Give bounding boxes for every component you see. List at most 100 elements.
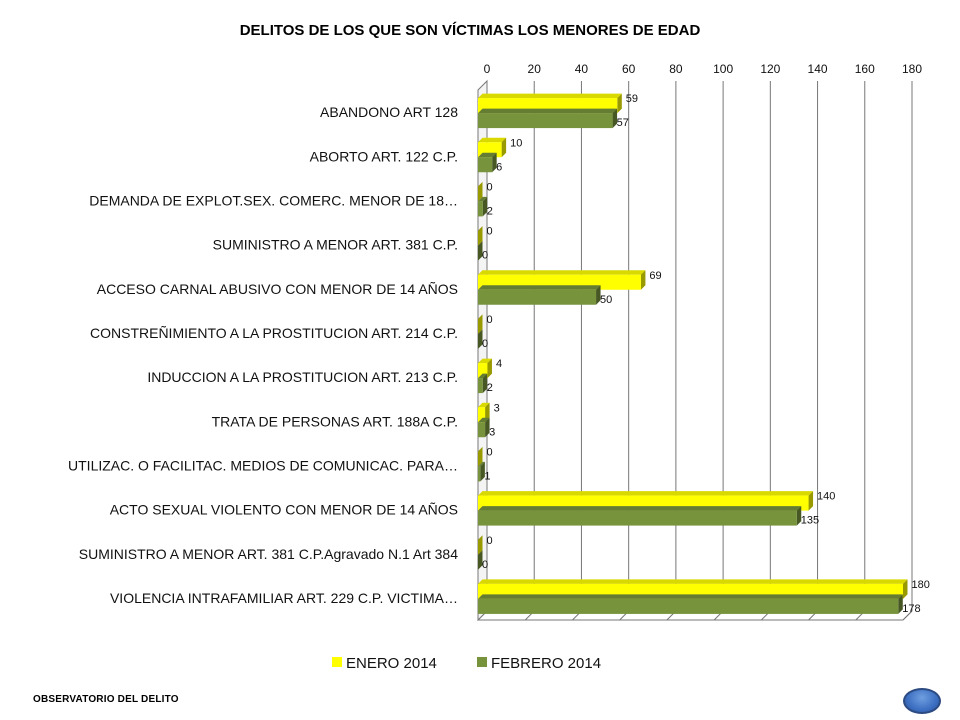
bar-febrero-end xyxy=(482,373,488,394)
bar-febrero xyxy=(478,466,481,482)
x-tick-label: 140 xyxy=(808,62,828,76)
bar-enero xyxy=(478,363,488,379)
bar-enero-end xyxy=(478,226,483,246)
floor-edge xyxy=(902,610,913,621)
data-label: 0 xyxy=(487,535,493,547)
chart-axes: 0 20 40 60 80 100 120 140 160 180 xyxy=(477,62,922,622)
bar-febrero-end xyxy=(478,550,483,570)
bar-enero xyxy=(478,407,486,423)
x-tick-label: 80 xyxy=(669,62,683,76)
data-label: 3 xyxy=(489,426,495,438)
bar-enero-top xyxy=(478,137,507,143)
bar-febrero xyxy=(478,289,597,305)
footer-label: OBSERVATORIO DEL DELITO xyxy=(33,694,179,705)
data-label: 178 xyxy=(902,603,920,615)
bar-enero-top xyxy=(478,402,490,408)
bar-enero-top xyxy=(478,270,646,275)
bar-enero-top xyxy=(478,358,492,364)
bar-febrero-top xyxy=(478,196,488,202)
bar-febrero-end xyxy=(492,152,497,173)
bar-febrero-end xyxy=(482,196,488,217)
bar-febrero-top xyxy=(478,461,485,467)
bar-febrero xyxy=(478,598,899,614)
data-label: 50 xyxy=(600,294,612,306)
data-label: 0 xyxy=(487,226,493,238)
x-tick-label: 0 xyxy=(484,62,491,76)
category-label: ABANDONO ART 128 xyxy=(320,104,458,120)
data-label: 0 xyxy=(487,314,493,326)
data-label: 69 xyxy=(649,270,661,282)
x-tick-label: 180 xyxy=(902,62,922,76)
bar-febrero-end xyxy=(898,594,903,614)
data-label: 57 xyxy=(617,117,629,129)
legend-label: ENERO 2014 xyxy=(346,655,437,672)
category-label: INDUCCION A LA PROSTITUCION ART. 213 C.P… xyxy=(147,369,458,385)
x-tick-label: 40 xyxy=(575,62,589,76)
bar-febrero-top xyxy=(478,152,497,158)
bar-enero-end xyxy=(478,181,483,202)
category-label: CONSTREÑIMIENTO A LA PROSTITUCION ART. 2… xyxy=(90,325,458,341)
bar-enero-end xyxy=(617,93,622,114)
legend: ENERO 2014 FEBRERO 2014 xyxy=(332,655,601,672)
x-tick-label: 20 xyxy=(528,62,542,76)
category-label: ACTO SEXUAL VIOLENTO CON MENOR DE 14 AÑO… xyxy=(110,502,458,518)
category-label: UTILIZAC. O FACILITAC. MEDIOS DE COMUNIC… xyxy=(68,457,458,473)
data-label: 0 xyxy=(487,181,493,193)
gridlines xyxy=(477,81,913,621)
bar-enero-end xyxy=(640,270,646,290)
data-label: 6 xyxy=(496,161,502,173)
bar-enero-end xyxy=(478,314,483,334)
data-label: 1 xyxy=(484,470,490,482)
chart-title: DELITOS DE LOS QUE SON VÍCTIMAS LOS MENO… xyxy=(239,22,701,39)
bar-febrero-end xyxy=(478,329,483,349)
data-label: 2 xyxy=(487,382,493,394)
bar-febrero xyxy=(478,201,483,217)
bar-enero-end xyxy=(478,446,483,467)
data-label: 0 xyxy=(482,559,488,571)
bar-febrero-end xyxy=(485,417,490,438)
category-label: SUMINISTRO A MENOR ART. 381 C.P. xyxy=(213,237,458,253)
data-label: 135 xyxy=(801,515,819,527)
x-tick-label: 120 xyxy=(760,62,780,76)
data-label: 3 xyxy=(494,402,500,414)
x-tick-label: 160 xyxy=(855,62,875,76)
category-label: ABORTO ART. 122 C.P. xyxy=(310,148,458,164)
bar-febrero-end xyxy=(796,506,802,526)
data-label: 0 xyxy=(482,338,488,350)
data-label: 4 xyxy=(496,358,502,370)
bar-enero-top xyxy=(478,93,622,99)
bar-febrero-top xyxy=(478,108,618,114)
category-labels: ABANDONO ART 128 ABORTO ART. 122 C.P. DEMA… xyxy=(68,104,458,606)
bar-enero-end xyxy=(485,402,490,423)
bar-febrero xyxy=(478,422,486,438)
bar-febrero xyxy=(478,113,613,129)
bar-febrero-end xyxy=(596,285,601,305)
bar-enero-end xyxy=(487,358,492,379)
legend-swatch xyxy=(477,657,487,667)
category-label: DEMANDA DE EXPLOT.SEX. COMERC. MENOR DE … xyxy=(89,192,458,208)
bar-febrero-top xyxy=(478,417,490,423)
bar-febrero-top xyxy=(478,285,601,290)
nav-button[interactable] xyxy=(903,688,941,714)
bar-enero-end xyxy=(478,535,483,555)
data-label: 140 xyxy=(817,491,835,503)
bar-febrero xyxy=(478,510,797,526)
data-label: 59 xyxy=(626,93,638,105)
data-label: 0 xyxy=(482,250,488,262)
data-label: 0 xyxy=(487,446,493,458)
bar-enero-end xyxy=(808,491,814,511)
data-label: 180 xyxy=(912,579,930,591)
bar-enero-end xyxy=(501,137,507,158)
bar-enero-top xyxy=(478,579,908,584)
legend-label: FEBRERO 2014 xyxy=(491,655,601,672)
bar-febrero-top xyxy=(478,594,903,599)
bar-febrero-end xyxy=(480,461,485,482)
category-label: SUMINISTRO A MENOR ART. 381 C.P.Agravado… xyxy=(79,546,458,562)
bar-febrero xyxy=(478,157,493,173)
bar-enero-end xyxy=(903,579,908,599)
legend-swatch xyxy=(332,657,342,667)
data-label: 10 xyxy=(510,137,522,149)
bar-febrero-end xyxy=(612,108,618,129)
